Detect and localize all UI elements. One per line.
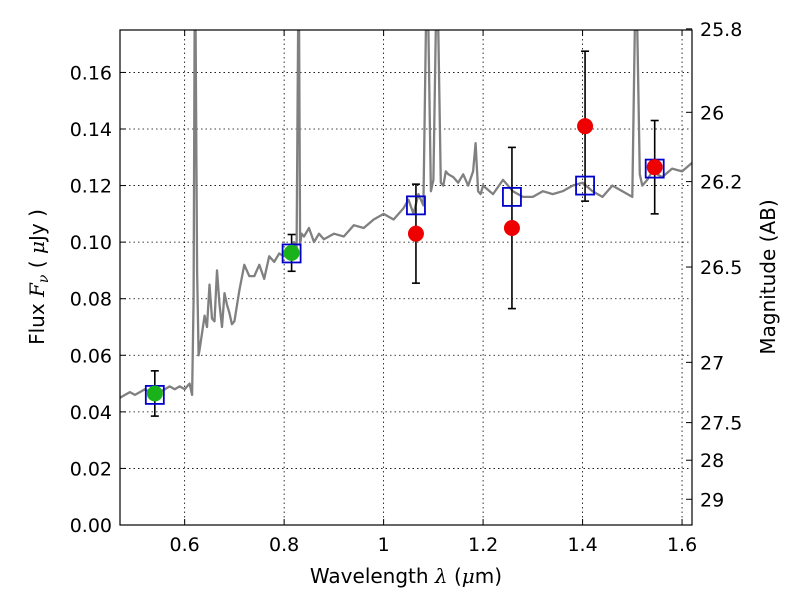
data-point-marker <box>646 159 663 176</box>
model-square-marker <box>281 243 302 264</box>
y-tick-label: 0.08 <box>70 289 112 311</box>
data-point-marker <box>146 385 163 402</box>
y-axis-label: Flux Fν ( μJy ) <box>25 209 52 345</box>
x-tick-label: 1 <box>378 534 390 556</box>
y2-tick-label: 25.8 <box>700 19 742 41</box>
y2-tick-label: 27 <box>700 352 724 374</box>
y-tick-label: 0.12 <box>70 176 112 198</box>
x-axis-label: Wavelength λ (μm) <box>310 564 502 588</box>
model-square-marker <box>502 186 522 207</box>
y2-tick-label: 28 <box>700 450 724 472</box>
y-tick-label: 0.06 <box>70 345 112 367</box>
y2-tick-label: 27.5 <box>700 413 742 435</box>
ticks: 0.6 0.8 1 1.2 1.4 1.6 0.00 0.02 0.04 0.06 0.08 0.10… <box>70 19 743 556</box>
x-tick-label: 0.8 <box>269 534 299 556</box>
y-tick-label: 0.10 <box>70 232 112 254</box>
data-point-marker <box>503 220 520 236</box>
x-tick-label: 1.4 <box>567 534 597 556</box>
y-tick-label: 0.14 <box>70 119 112 141</box>
y-tick-label: 0.04 <box>70 402 112 424</box>
y2-axis-label: Magnitude (AB) <box>756 199 780 354</box>
y2-tick-label: 26.2 <box>700 172 742 194</box>
plot-frame <box>119 29 693 526</box>
y-tick-label: 0.02 <box>70 458 112 480</box>
y2-tick-label: 29 <box>700 489 724 511</box>
y2-tick-label: 26.5 <box>700 257 742 279</box>
marker-layer <box>144 118 665 405</box>
data-point-marker <box>577 118 594 135</box>
grid <box>120 30 692 526</box>
spectrum-layer <box>120 30 692 399</box>
model-square-marker <box>575 175 595 196</box>
y-tick-label: 0.16 <box>70 62 112 84</box>
data-point-marker <box>407 225 424 242</box>
data-point-marker <box>283 244 300 261</box>
x-tick-label: 1.6 <box>667 534 697 556</box>
model-square-marker <box>406 195 426 216</box>
x-tick-label: 1.2 <box>468 534 498 556</box>
y-tick-label: 0.00 <box>70 515 112 537</box>
x-tick-label: 0.6 <box>170 534 200 556</box>
spectrum-line <box>120 30 692 399</box>
y2-tick-label: 26 <box>700 102 724 124</box>
